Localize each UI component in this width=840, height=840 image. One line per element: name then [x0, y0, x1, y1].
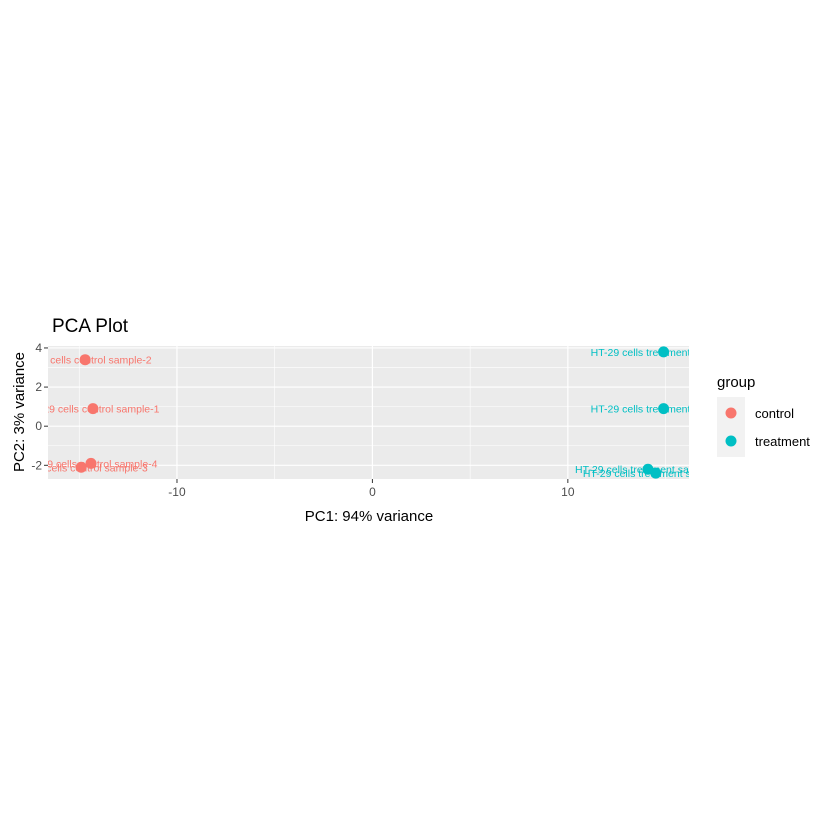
data-point-control	[87, 403, 99, 415]
point-label: HT-29 cells control sample-1	[26, 404, 159, 416]
y-axis: -2 0 2 4	[31, 341, 48, 472]
legend-title: group	[717, 374, 755, 391]
x-tick-label: 0	[369, 485, 376, 499]
point-label: HT-29 cells control sample-4	[24, 458, 157, 470]
y-tick-label: 0	[35, 419, 42, 433]
x-axis-title: PC1: 94% variance	[305, 508, 433, 525]
point-label: HT-29 cells control sample-3	[15, 462, 148, 474]
y-tick-label: 2	[35, 380, 42, 394]
data-point-treatment	[658, 403, 670, 415]
legend-label: treatment	[755, 434, 810, 449]
data-point-control	[75, 461, 87, 473]
legend-key-background	[717, 397, 745, 457]
chart-title: PCA Plot	[52, 316, 129, 337]
data-point-control	[85, 457, 97, 469]
legend-key-treatment	[725, 435, 737, 447]
point-label: HT-29 cells control sample-2	[19, 355, 152, 367]
legend: group control treatment	[717, 374, 810, 457]
x-axis: -10 0 10	[168, 479, 575, 499]
data-point-control	[79, 354, 91, 366]
y-tick-label: -2	[31, 458, 42, 472]
plot-panel	[48, 346, 689, 479]
legend-label: control	[755, 406, 794, 421]
y-axis-title: PC2: 3% variance	[11, 352, 28, 472]
x-tick-label: -10	[168, 485, 186, 499]
legend-key-control	[725, 407, 737, 419]
x-tick-label: 10	[561, 485, 575, 499]
data-points	[75, 346, 670, 479]
y-tick-label: 4	[35, 341, 42, 355]
minor-gridlines	[48, 346, 689, 479]
data-point-treatment	[658, 346, 670, 358]
major-gridlines	[48, 346, 689, 479]
data-point-treatment	[650, 467, 662, 479]
point-label: HT-29 cells treatment sample-4	[583, 468, 729, 480]
